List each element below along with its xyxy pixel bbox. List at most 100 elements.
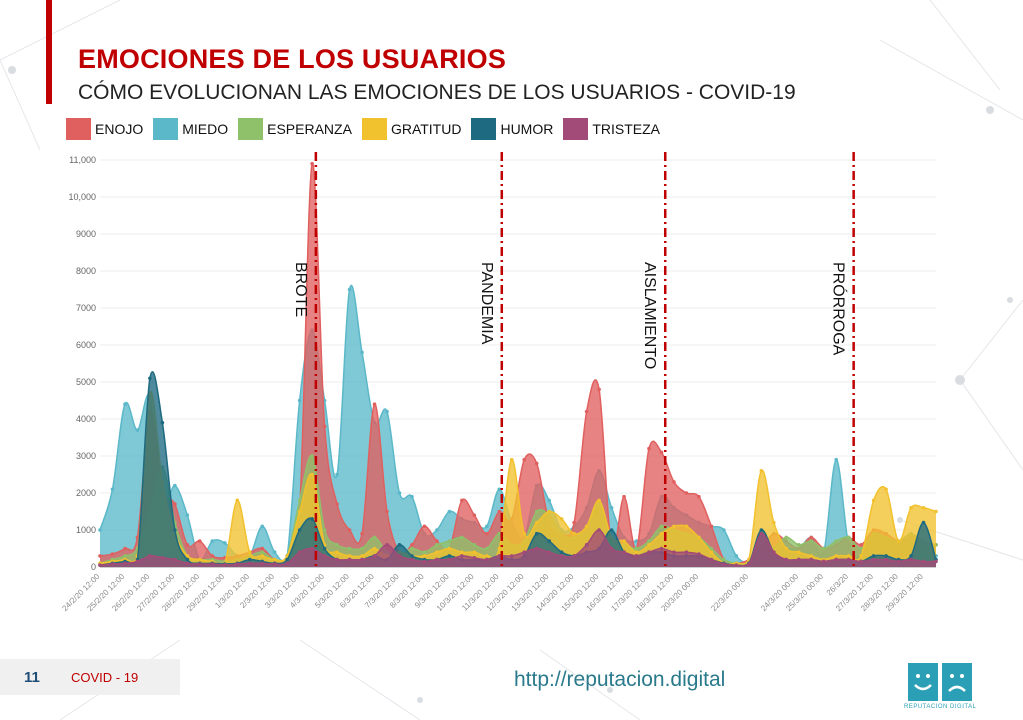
legend-label: MIEDO: [182, 121, 229, 137]
data-point-gratitud: [659, 531, 664, 536]
legend-label: HUMOR: [500, 121, 554, 137]
data-point-tristeza: [235, 562, 240, 566]
data-point-tristeza: [809, 557, 814, 562]
data-point-tristeza: [123, 561, 127, 566]
title-accent-bar: [46, 0, 52, 104]
data-point-tristeza: [297, 550, 302, 554]
data-point-humor: [397, 543, 402, 547]
data-point-tristeza: [771, 550, 776, 554]
data-point-gratitud: [784, 546, 789, 551]
data-point-tristeza: [160, 555, 165, 560]
data-point-humor: [297, 528, 302, 532]
data-point-esperanza: [372, 535, 377, 540]
data-point-humor: [160, 420, 165, 425]
data-point-tristeza: [422, 559, 427, 564]
data-point-esperanza: [497, 531, 502, 536]
y-tick-label: 10,000: [68, 192, 96, 202]
data-point-gratitud: [921, 506, 926, 510]
y-tick-label: 7000: [76, 303, 96, 313]
legend-label: GRATITUD: [390, 121, 462, 137]
data-point-humor: [247, 557, 252, 562]
data-point-humor: [559, 550, 564, 554]
y-tick-label: 6000: [76, 340, 96, 350]
footer-page-box: [0, 659, 180, 695]
data-point-enojo: [98, 554, 102, 558]
data-point-miedo: [210, 539, 215, 543]
y-tick-label: 4000: [76, 414, 96, 424]
data-point-tristeza: [347, 557, 352, 562]
x-tick-label: 22/3/20 00:00: [709, 572, 750, 613]
data-point-humor: [884, 554, 888, 558]
data-point-tristeza: [460, 554, 464, 558]
legend-item-humor[interactable]: HUMOR: [471, 118, 553, 140]
data-point-enojo: [360, 531, 364, 536]
legend-item-miedo[interactable]: MIEDO: [153, 118, 228, 140]
data-point-enojo: [372, 402, 377, 407]
y-tick-label: 1000: [76, 525, 96, 535]
data-point-esperanza: [335, 543, 339, 547]
data-point-gratitud: [360, 554, 364, 558]
data-point-esperanza: [123, 554, 127, 558]
data-point-enojo: [335, 502, 339, 506]
legend-item-esperanza[interactable]: ESPERANZA: [238, 118, 352, 140]
data-point-esperanza: [722, 557, 726, 562]
y-tick-label: 11,000: [69, 155, 96, 165]
data-point-esperanza: [647, 539, 651, 543]
data-point-enojo: [597, 387, 601, 392]
data-point-gratitud: [185, 554, 190, 558]
data-point-gratitud: [260, 554, 265, 558]
data-point-tristeza: [222, 562, 227, 567]
legend-swatch: [238, 118, 264, 140]
y-tick-label: 9000: [76, 229, 96, 239]
data-point-esperanza: [460, 535, 464, 540]
data-point-esperanza: [410, 546, 414, 551]
data-point-gratitud: [485, 554, 489, 558]
legend-label: TRISTEZA: [592, 121, 661, 137]
data-point-esperanza: [796, 543, 801, 547]
data-point-gratitud: [547, 509, 551, 514]
data-point-gratitud: [896, 539, 901, 543]
data-point-tristeza: [909, 557, 913, 562]
data-point-gratitud: [472, 550, 477, 554]
data-point-enojo: [385, 509, 389, 514]
data-point-humor: [921, 520, 926, 525]
data-point-esperanza: [659, 524, 664, 529]
data-point-enojo: [859, 543, 863, 547]
data-point-esperanza: [347, 546, 352, 551]
data-point-tristeza: [447, 557, 452, 562]
data-point-gratitud: [622, 539, 626, 543]
data-point-gratitud: [509, 457, 514, 462]
data-point-tristeza: [135, 559, 140, 564]
footer-label: COVID - 19: [71, 670, 139, 685]
data-point-tristeza: [372, 554, 377, 558]
legend-item-enojo[interactable]: ENOJO: [66, 118, 143, 140]
data-point-enojo: [472, 513, 477, 517]
data-point-humor: [534, 531, 539, 536]
chart-legend: ENOJO MIEDO ESPERANZA GRATITUD HUMOR TRISTEZA: [66, 118, 670, 140]
data-point-gratitud: [647, 543, 651, 547]
data-point-miedo: [397, 491, 402, 495]
data-point-gratitud: [796, 550, 801, 554]
data-point-enojo: [572, 520, 576, 525]
data-point-tristeza: [834, 557, 838, 562]
data-point-enojo: [522, 457, 527, 462]
legend-swatch: [471, 118, 497, 140]
data-point-gratitud: [846, 554, 851, 558]
data-point-miedo: [734, 554, 739, 558]
legend-label: ESPERANZA: [267, 121, 352, 137]
data-point-esperanza: [310, 454, 314, 458]
data-point-enojo: [485, 531, 489, 536]
data-point-enojo: [460, 498, 464, 503]
data-point-tristeza: [846, 557, 851, 562]
data-point-tristeza: [322, 554, 327, 558]
data-point-gratitud: [447, 546, 452, 551]
data-point-humor: [322, 546, 327, 551]
legend-item-gratitud[interactable]: GRATITUD: [361, 118, 462, 140]
data-point-tristeza: [385, 543, 389, 547]
data-point-tristeza: [310, 546, 314, 551]
footer-url[interactable]: http://reputacion.digital: [514, 668, 726, 691]
legend-item-tristeza[interactable]: TRISTEZA: [563, 118, 660, 140]
data-point-tristeza: [360, 557, 364, 562]
data-point-enojo: [422, 524, 427, 529]
data-point-tristeza: [859, 559, 863, 564]
